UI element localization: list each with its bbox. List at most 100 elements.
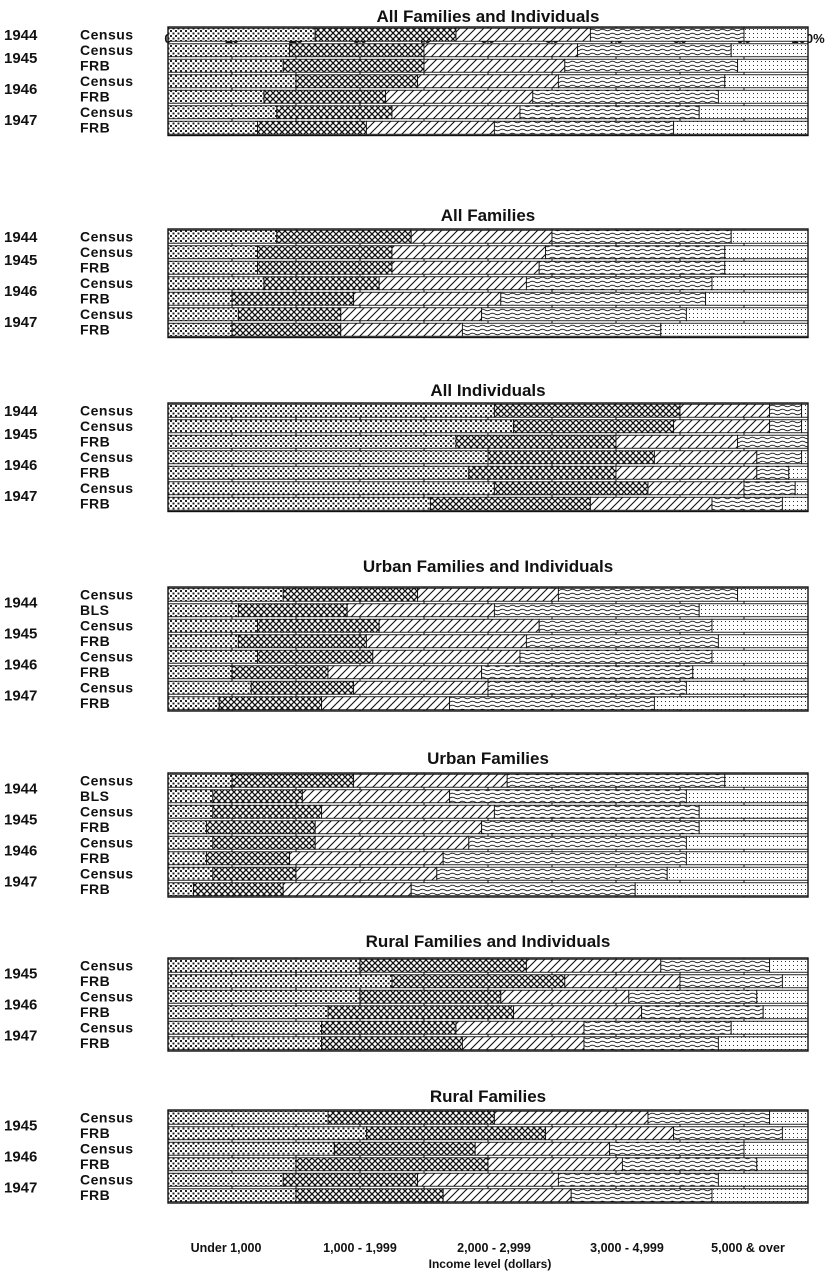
- legend-label: 2,000 - 2,999: [457, 1241, 531, 1255]
- bar-segment: [769, 1110, 809, 1125]
- bar-segment: [801, 450, 809, 465]
- bar-segment: [717, 1036, 809, 1051]
- bar-segment: [698, 603, 809, 618]
- bar-segment: [781, 496, 809, 511]
- source-label: Census: [80, 773, 134, 789]
- bar-segment: [167, 403, 495, 418]
- bar-segment: [455, 27, 591, 42]
- bar-segment: [314, 27, 457, 42]
- bar-segment: [365, 120, 495, 135]
- year-label: 1944: [4, 403, 38, 420]
- bar-segment: [564, 58, 739, 73]
- bar-segment: [647, 481, 745, 496]
- bar-segment: [276, 105, 393, 120]
- bar-segment: [391, 105, 521, 120]
- bar-segment: [167, 27, 316, 42]
- source-label: Census: [80, 989, 134, 1005]
- bar-segment: [167, 773, 233, 788]
- year-label: 1946: [4, 81, 37, 98]
- bar-segment: [340, 322, 463, 337]
- bar-segment: [295, 866, 438, 881]
- legend: Under 1,000 1,000 - 1,999 2,000 - 2,999 3,0…: [191, 1241, 785, 1271]
- bar-segment: [257, 120, 367, 135]
- bar-segment: [743, 1141, 809, 1156]
- bar-segment: [557, 1172, 719, 1187]
- panel-title: Urban Families and Individuals: [363, 557, 613, 576]
- bar-segment: [769, 403, 803, 418]
- bar-segment: [513, 419, 675, 434]
- bar-segment: [167, 58, 284, 73]
- bar-segment: [282, 1172, 419, 1187]
- bar-segment: [167, 229, 278, 244]
- bar-segment: [346, 603, 495, 618]
- chart-panel: Urban Families and IndividualsCensusBLSC…: [4, 557, 809, 712]
- bar-segment: [385, 89, 534, 104]
- bar-segment: [609, 1141, 745, 1156]
- year-label: 1946: [4, 1149, 37, 1166]
- bar-segment: [167, 789, 214, 804]
- bar-segment: [167, 866, 214, 881]
- bar-segment: [167, 989, 361, 1004]
- bar-segment: [167, 958, 361, 973]
- bar-segment: [653, 696, 809, 711]
- source-label: Census: [80, 835, 134, 851]
- source-label: BLS: [80, 602, 110, 618]
- bar-segment: [481, 820, 700, 835]
- bar-segment: [500, 291, 707, 306]
- bar-segment: [353, 680, 489, 695]
- bar-segment: [167, 419, 515, 434]
- bar-segment: [685, 789, 809, 804]
- bar-segment: [417, 1172, 559, 1187]
- panel-title: All Individuals: [430, 381, 545, 400]
- bar-segment: [487, 450, 655, 465]
- panel-frame: [167, 228, 809, 339]
- bar-segment: [487, 1157, 623, 1172]
- bar-segment: [167, 587, 284, 602]
- chart-panel: Urban FamiliesCensusBLSCensusFRBCensusFR…: [4, 749, 809, 898]
- bar-segment: [717, 634, 809, 649]
- panel-title: All Families: [441, 206, 535, 225]
- bar-segment: [333, 1141, 476, 1156]
- source-label: FRB: [80, 819, 110, 835]
- bar-segment: [295, 74, 419, 89]
- source-label: Census: [80, 680, 134, 696]
- bar-segment: [577, 43, 732, 58]
- bar-segment: [679, 974, 783, 989]
- bar-segment: [788, 465, 809, 480]
- legend-label: 5,000 & over: [711, 1241, 785, 1255]
- bar-segment: [538, 260, 726, 275]
- source-label: FRB: [80, 58, 110, 74]
- bar-segment: [423, 43, 579, 58]
- year-label: 1947: [4, 1028, 37, 1045]
- bar-segment: [167, 89, 265, 104]
- bar-segment: [212, 789, 303, 804]
- bar-segment: [167, 434, 457, 449]
- bar-segment: [167, 1172, 284, 1187]
- bar-segment: [167, 43, 291, 58]
- bar-segment: [698, 804, 809, 819]
- bar-segment: [756, 450, 803, 465]
- bar-segment: [237, 307, 342, 322]
- bar-segment: [167, 696, 220, 711]
- bar-segment: [359, 989, 502, 1004]
- bar-segment: [231, 291, 355, 306]
- bar-segment: [762, 1005, 809, 1020]
- bar-segment: [289, 851, 444, 866]
- bar-segment: [167, 1188, 297, 1203]
- chart-panel: All Families and IndividualsCensusCensus…: [4, 7, 809, 137]
- source-label: Census: [80, 306, 134, 322]
- bar-segment: [769, 419, 803, 434]
- year-label: 1945: [4, 626, 37, 643]
- bar-segment: [417, 74, 559, 89]
- source-label: Census: [80, 42, 134, 58]
- bar-segment: [167, 74, 297, 89]
- bar-segment: [743, 481, 796, 496]
- legend-label: 1,000 - 1,999: [323, 1241, 397, 1255]
- bar-segment: [513, 1005, 643, 1020]
- bar-segment: [685, 307, 809, 322]
- bar-segment: [353, 291, 502, 306]
- bar-segment: [212, 835, 316, 850]
- source-label: Census: [80, 1141, 134, 1157]
- bar-segment: [327, 1005, 515, 1020]
